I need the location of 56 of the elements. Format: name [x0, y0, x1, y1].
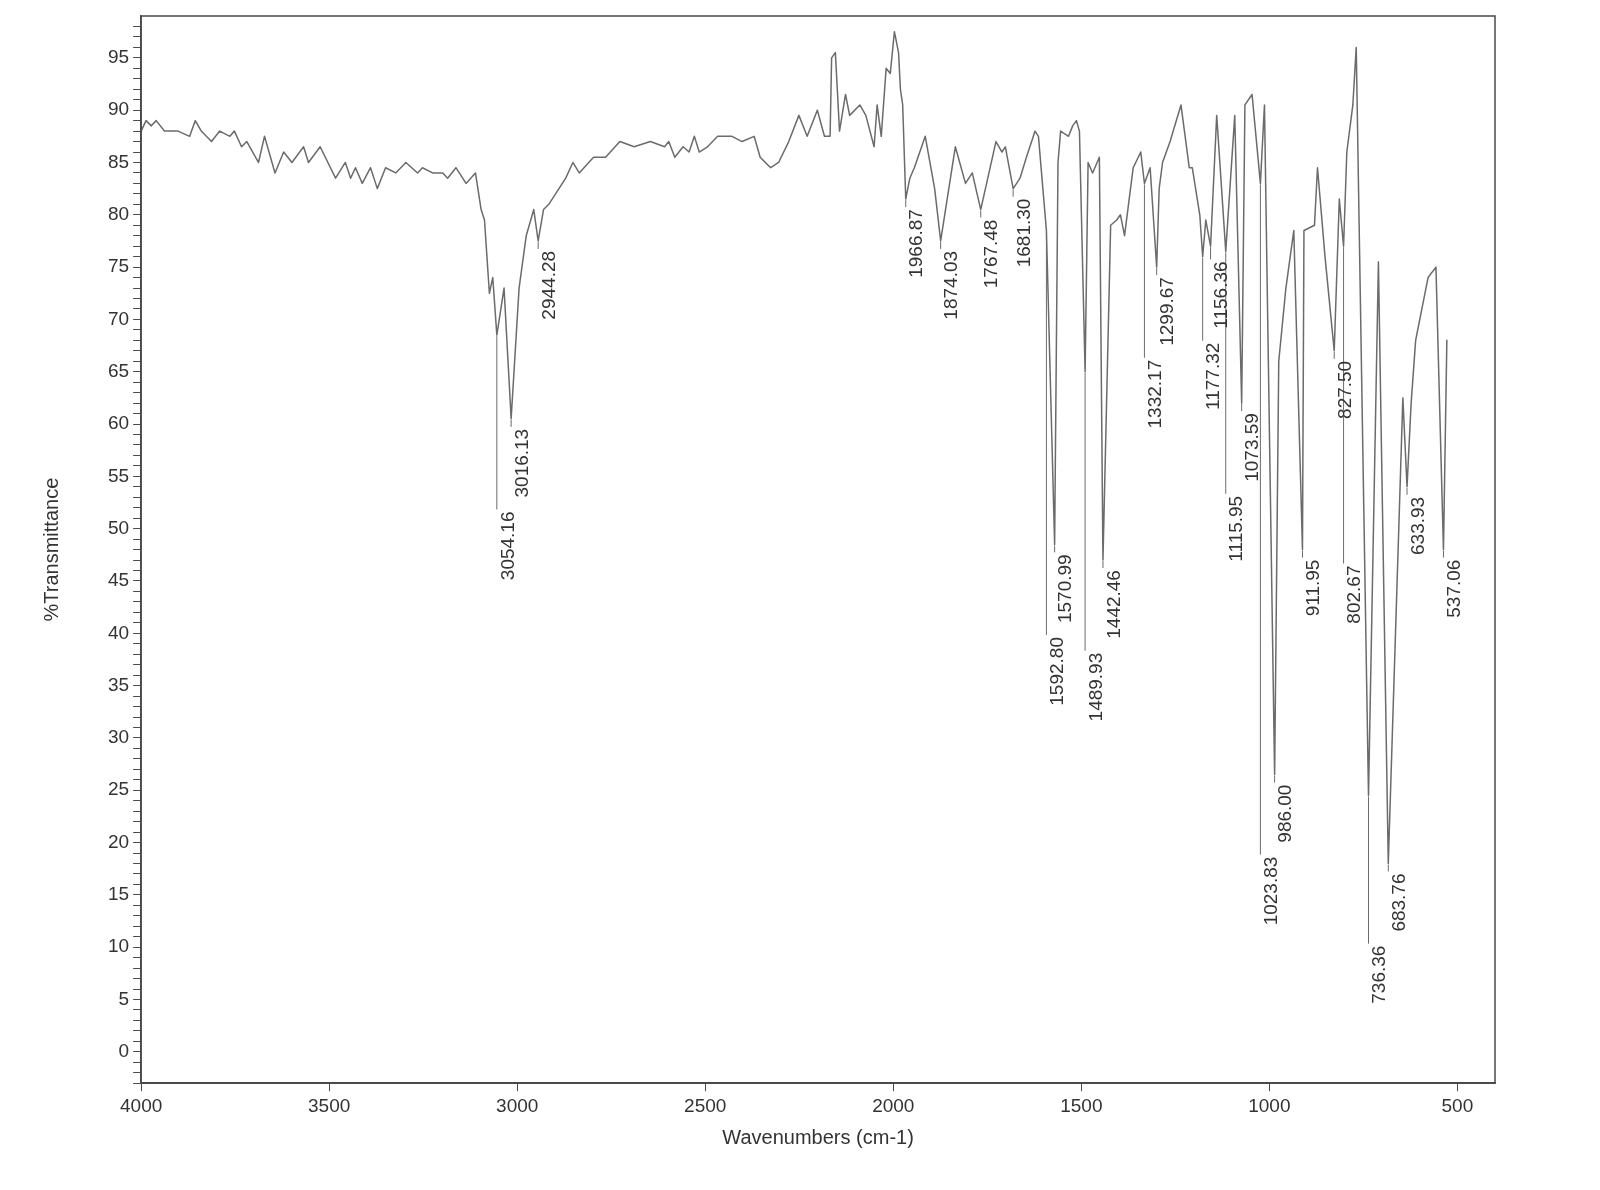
y-tick-label: 85: [107, 150, 130, 172]
y-tick-label: 95: [107, 46, 130, 68]
y-tick-label: 55: [107, 464, 130, 486]
y-tick-label: 20: [107, 830, 130, 852]
annotation: 1442.46: [1102, 570, 1124, 639]
annotation: 1489.93: [1084, 652, 1106, 722]
x-tick-label: 1000: [1248, 1094, 1291, 1116]
y-tick-label: 70: [107, 307, 130, 329]
annotation: 827.50: [1333, 360, 1355, 419]
annotation: 1592.80: [1046, 637, 1068, 706]
annotation: 537.06: [1443, 559, 1465, 618]
y-tick-label: 30: [107, 726, 130, 748]
annotation: 1570.99: [1054, 554, 1076, 624]
y-tick-label: 15: [107, 883, 130, 905]
x-tick-label: 4000: [119, 1094, 163, 1116]
y-tick-label: 40: [107, 621, 130, 643]
y-tick-label: 0: [118, 1040, 130, 1062]
y-tick-label: 45: [107, 569, 130, 591]
annotation: 3016.13: [510, 428, 532, 498]
annotation: 802.67: [1343, 565, 1365, 624]
annotation: 1874.03: [940, 250, 962, 320]
annotation: 1299.67: [1156, 277, 1178, 346]
y-tick-label: 90: [107, 98, 130, 120]
annotation: 633.93: [1406, 496, 1428, 555]
annotation: 1767.48: [980, 219, 1002, 289]
y-tick-label: 80: [107, 203, 130, 225]
annotation: 1115.95: [1225, 495, 1247, 562]
y-tick-label: 50: [107, 516, 130, 538]
annotation: 1332.17: [1144, 359, 1166, 429]
annotation: 683.76: [1388, 873, 1410, 932]
y-tick-label: 35: [107, 673, 130, 695]
annotation: 3054.16: [496, 511, 518, 581]
x-axis-title: Wavenumbers (cm-1): [722, 1125, 914, 1148]
x-tick-label: 3000: [496, 1094, 539, 1116]
annotation: 736.36: [1368, 945, 1390, 1004]
annotation: 2944.28: [537, 250, 559, 320]
annotation: 1681.30: [1012, 198, 1034, 268]
x-tick-label: 1500: [1060, 1094, 1103, 1116]
x-tick-label: 2000: [872, 1094, 915, 1116]
y-tick-label: 75: [107, 255, 130, 277]
annotation: 986.00: [1274, 784, 1296, 843]
x-tick-label: 500: [1441, 1094, 1474, 1116]
annotation: 1177.32: [1202, 342, 1224, 410]
y-tick-label: 25: [107, 778, 130, 800]
y-tick-label: 65: [107, 359, 130, 381]
y-axis-title: %Transmittance: [39, 477, 62, 622]
annotation: 1023.83: [1260, 856, 1282, 926]
x-tick-label: 3500: [308, 1094, 351, 1116]
y-tick-label: 5: [118, 987, 130, 1009]
annotation: 911.95: [1302, 559, 1324, 617]
annotation: 1966.87: [905, 209, 927, 278]
x-tick-label: 2500: [684, 1094, 727, 1116]
annotation: 1073.59: [1241, 413, 1263, 482]
y-tick-label: 60: [107, 412, 130, 434]
y-tick-label: 10: [107, 935, 130, 957]
annotation: 1156.36: [1210, 261, 1232, 329]
